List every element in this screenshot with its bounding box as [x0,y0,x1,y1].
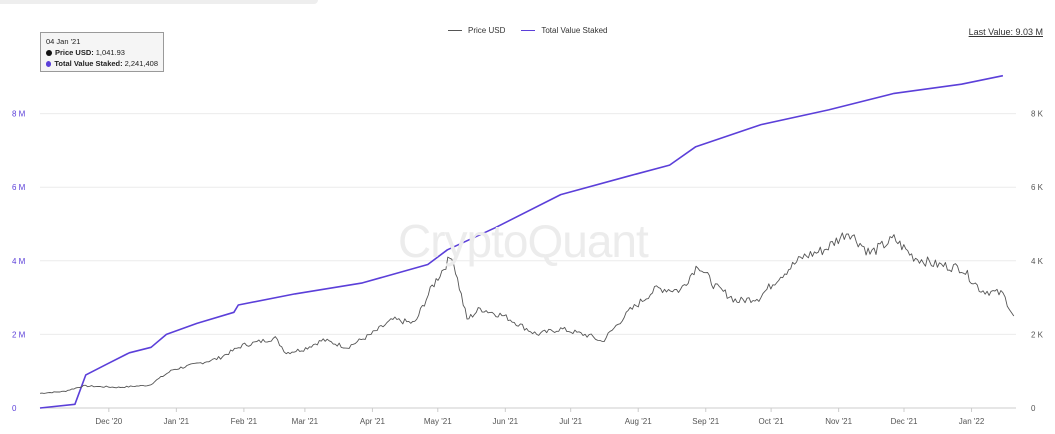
watermark: CryptoQuant [398,215,649,267]
x-tick-label: Nov '21 [825,417,852,426]
y-left-tick-label: 2 M [12,330,26,339]
y-left-tick-label: 8 M [12,110,26,119]
tooltip-price-value: 1,041.93 [95,48,125,57]
y-axis-right: 0 2 K 4 K 6 K 8 K [1031,110,1044,413]
series-line-price-usd [39,232,1015,394]
grid-lines [40,113,1016,409]
y-right-tick-label: 2 K [1031,330,1044,339]
legend-item-staked[interactable]: Total Value Staked [521,26,607,35]
tooltip-row-price: Price USD: 1,041.93 [46,47,158,58]
legend-label-price: Price USD [468,26,506,35]
x-tick-label: Jan '21 [164,417,190,426]
price-dot-icon [46,49,52,56]
last-value-link[interactable]: Last Value: 9.03 M [968,27,1043,37]
x-tick-label: Jan '22 [959,417,985,426]
x-tick-label: Apr '21 [360,417,386,426]
y-axis-left: 0 2 M 4 M 6 M 8 M [12,110,26,413]
y-left-tick-label: 0 [12,404,17,413]
x-tick-label: Jul '21 [559,417,582,426]
tooltip-price-label: Price USD: [55,48,94,57]
x-tick-label: Oct '21 [759,417,785,426]
y-left-tick-label: 4 M [12,257,26,266]
legend-label-staked: Total Value Staked [541,26,608,35]
x-tick-label: Dec '20 [95,417,122,426]
tooltip-date: 04 Jan '21 [46,37,81,46]
legend-item-price[interactable]: Price USD [448,26,505,35]
y-left-tick-label: 6 M [12,183,26,192]
series-layer [39,74,1015,409]
x-tick-label: Sep '21 [692,417,719,426]
x-tick-label: Dec '21 [891,417,918,426]
series-line-total-value-staked [39,74,1004,409]
tooltip-row-staked: Total Value Staked: 2,241,408 [46,58,158,69]
price-swatch [448,30,462,31]
y-right-tick-label: 4 K [1031,257,1044,266]
x-tick-label: Mar '21 [292,417,319,426]
y-right-tick-label: 8 K [1031,110,1044,119]
y-right-tick-label: 0 [1031,404,1036,413]
x-axis: Dec '20 Jan '21 Feb '21 Mar '21 Apr '21 May '… [95,408,985,426]
x-tick-label: Jun '21 [493,417,519,426]
hover-tooltip: 04 Jan '21 Price USD: 1,041.93 Total Val… [40,32,164,72]
staked-swatch [521,30,536,31]
x-tick-label: Feb '21 [231,417,258,426]
tooltip-staked-value: 2,241,408 [124,59,158,68]
tooltip-staked-label: Total Value Staked: [54,59,123,68]
x-tick-label: Aug '21 [625,417,652,426]
staked-dot-icon [46,60,52,67]
legend: Price USD Total Value Staked [448,26,607,35]
top-tab-strip [0,0,318,4]
x-tick-label: May '21 [424,417,452,426]
y-right-tick-label: 6 K [1031,183,1044,192]
